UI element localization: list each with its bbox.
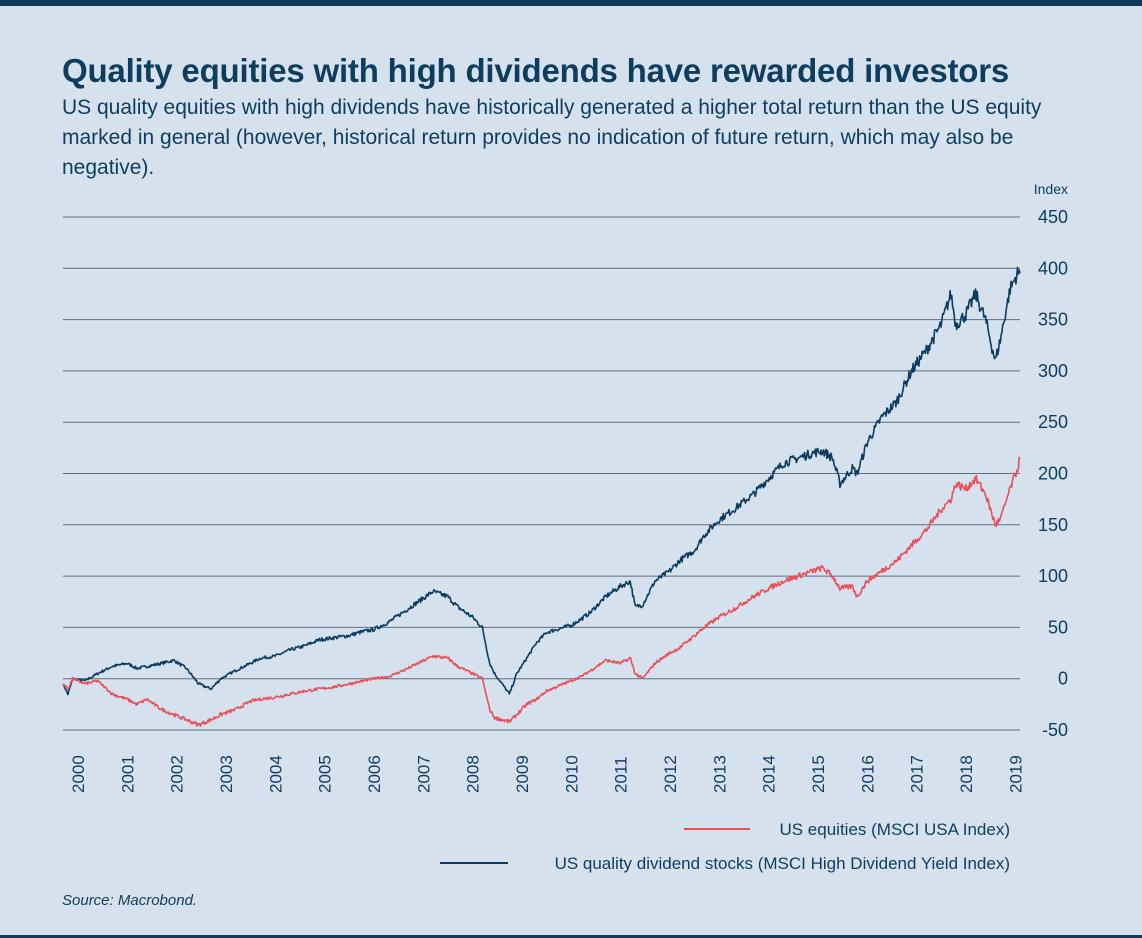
legend: US equities (MSCI USA Index) US quality d… [440, 820, 1010, 873]
y-tick-label: 0 [1058, 669, 1068, 689]
x-tick-label: 2002 [168, 755, 187, 793]
y-tick-label: 400 [1038, 258, 1068, 278]
x-tick-label: 2005 [316, 755, 335, 793]
x-tick-label: 2017 [908, 755, 927, 793]
y-tick-label: 150 [1038, 515, 1068, 535]
series-line-quality-dividend [62, 266, 1021, 696]
x-tick-label: 2010 [562, 755, 581, 793]
y-tick-label: -50 [1042, 720, 1068, 740]
y-tick-label: 350 [1038, 310, 1068, 330]
top-border [0, 0, 1142, 6]
x-tick-label: 2012 [661, 755, 680, 793]
x-tick-label: 2011 [612, 756, 631, 793]
chart-title: Quality equities with high dividends hav… [62, 52, 1010, 89]
y-tick-label: 100 [1038, 566, 1068, 586]
x-tick-label: 2001 [118, 755, 137, 793]
y-tick-label: 450 [1038, 207, 1068, 227]
legend-quality-dividend-label: US quality dividend stocks (MSCI High Di… [555, 854, 1010, 873]
x-tick-label: 2009 [513, 755, 532, 793]
x-tick-label: 2003 [217, 755, 236, 793]
x-tick-label: 2008 [464, 755, 483, 793]
x-tick-label: 2000 [69, 755, 88, 793]
x-tick-label: 2016 [858, 755, 877, 793]
chart-subtitle: US quality equities with high dividends … [62, 96, 1042, 179]
grid-lines [63, 216, 1020, 731]
y-tick-label: 200 [1038, 464, 1068, 484]
x-tick-label: 2018 [957, 755, 976, 793]
y-axis-ticks: -50 0 50 100 150 200 250 300 350 400 450 [1038, 207, 1068, 740]
source-note: Source: Macrobond. [62, 892, 198, 909]
series-lines [62, 266, 1021, 727]
x-tick-label: 2019 [1006, 755, 1025, 793]
x-axis-ticks: 2000 2001 2002 2003 2004 2005 2006 2007 2008 2009… [69, 755, 1025, 793]
y-tick-label: 250 [1038, 412, 1068, 432]
x-tick-label: 2006 [365, 755, 384, 793]
y-tick-label: 300 [1038, 361, 1068, 381]
x-tick-label: 2004 [266, 755, 285, 793]
series-line-us-equities [62, 456, 1021, 727]
y-axis-label: Index [1034, 181, 1068, 197]
legend-us-equities-label: US equities (MSCI USA Index) [779, 820, 1010, 839]
x-tick-label: 2007 [414, 755, 433, 793]
x-tick-label: 2013 [710, 755, 729, 793]
bottom-border [0, 935, 1142, 938]
x-tick-label: 2015 [809, 755, 828, 793]
y-tick-label: 50 [1048, 617, 1068, 637]
x-tick-label: 2014 [760, 755, 779, 793]
